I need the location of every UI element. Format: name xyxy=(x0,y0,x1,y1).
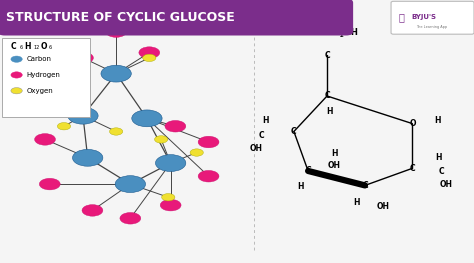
Circle shape xyxy=(11,56,22,62)
Text: H: H xyxy=(262,117,269,125)
Circle shape xyxy=(73,52,93,64)
Text: The Learning App: The Learning App xyxy=(416,25,447,29)
Text: OH: OH xyxy=(376,202,390,211)
Text: O: O xyxy=(409,119,416,128)
Text: STRUCTURE OF CYCLIC GLUCOSE: STRUCTURE OF CYCLIC GLUCOSE xyxy=(6,11,235,24)
Text: 6: 6 xyxy=(49,45,52,50)
Circle shape xyxy=(120,213,141,224)
Circle shape xyxy=(82,205,103,216)
Circle shape xyxy=(162,194,175,201)
Circle shape xyxy=(198,170,219,182)
Text: 2: 2 xyxy=(339,33,343,38)
Text: C: C xyxy=(259,131,264,140)
Circle shape xyxy=(198,136,219,148)
Text: H: H xyxy=(434,117,440,125)
Circle shape xyxy=(35,134,55,145)
Circle shape xyxy=(160,199,181,211)
Text: C: C xyxy=(305,166,311,175)
Circle shape xyxy=(106,26,127,37)
Circle shape xyxy=(165,120,186,132)
FancyBboxPatch shape xyxy=(2,38,90,117)
Text: C: C xyxy=(410,164,415,173)
Text: H: H xyxy=(25,42,31,50)
Text: C: C xyxy=(11,42,17,50)
Text: C: C xyxy=(439,167,445,176)
FancyBboxPatch shape xyxy=(391,1,474,34)
Text: 12: 12 xyxy=(33,45,39,50)
Text: C: C xyxy=(291,127,297,136)
Circle shape xyxy=(101,65,131,82)
Text: C: C xyxy=(324,51,330,60)
Circle shape xyxy=(68,107,98,124)
Text: OH: OH xyxy=(440,180,453,189)
Circle shape xyxy=(139,47,160,58)
Text: C: C xyxy=(324,92,330,100)
Text: H: H xyxy=(353,198,360,207)
Text: C: C xyxy=(362,181,368,190)
Circle shape xyxy=(115,176,146,193)
Circle shape xyxy=(39,178,60,190)
Text: H: H xyxy=(326,107,333,116)
Text: OH: OH xyxy=(328,161,341,170)
Circle shape xyxy=(73,149,103,166)
Text: Ⓑ: Ⓑ xyxy=(399,12,405,22)
Text: OH: OH xyxy=(345,28,359,37)
Text: Oxygen: Oxygen xyxy=(27,88,53,94)
Circle shape xyxy=(143,54,156,62)
Circle shape xyxy=(35,99,55,111)
Text: H: H xyxy=(298,182,304,191)
Text: H: H xyxy=(331,149,337,158)
Circle shape xyxy=(155,155,186,171)
Text: CH: CH xyxy=(318,28,331,37)
Text: H: H xyxy=(435,153,442,162)
Text: Hydrogen: Hydrogen xyxy=(27,72,60,78)
Circle shape xyxy=(109,128,123,135)
Text: O: O xyxy=(40,42,47,50)
Text: OH: OH xyxy=(249,144,263,153)
Circle shape xyxy=(11,72,22,78)
Circle shape xyxy=(132,110,162,127)
Text: 6: 6 xyxy=(20,45,23,50)
Circle shape xyxy=(190,149,203,156)
FancyBboxPatch shape xyxy=(0,0,353,36)
Text: Carbon: Carbon xyxy=(27,56,52,62)
Circle shape xyxy=(155,136,168,143)
Circle shape xyxy=(57,123,71,130)
Text: BYJU'S: BYJU'S xyxy=(412,14,437,20)
Circle shape xyxy=(11,88,22,94)
